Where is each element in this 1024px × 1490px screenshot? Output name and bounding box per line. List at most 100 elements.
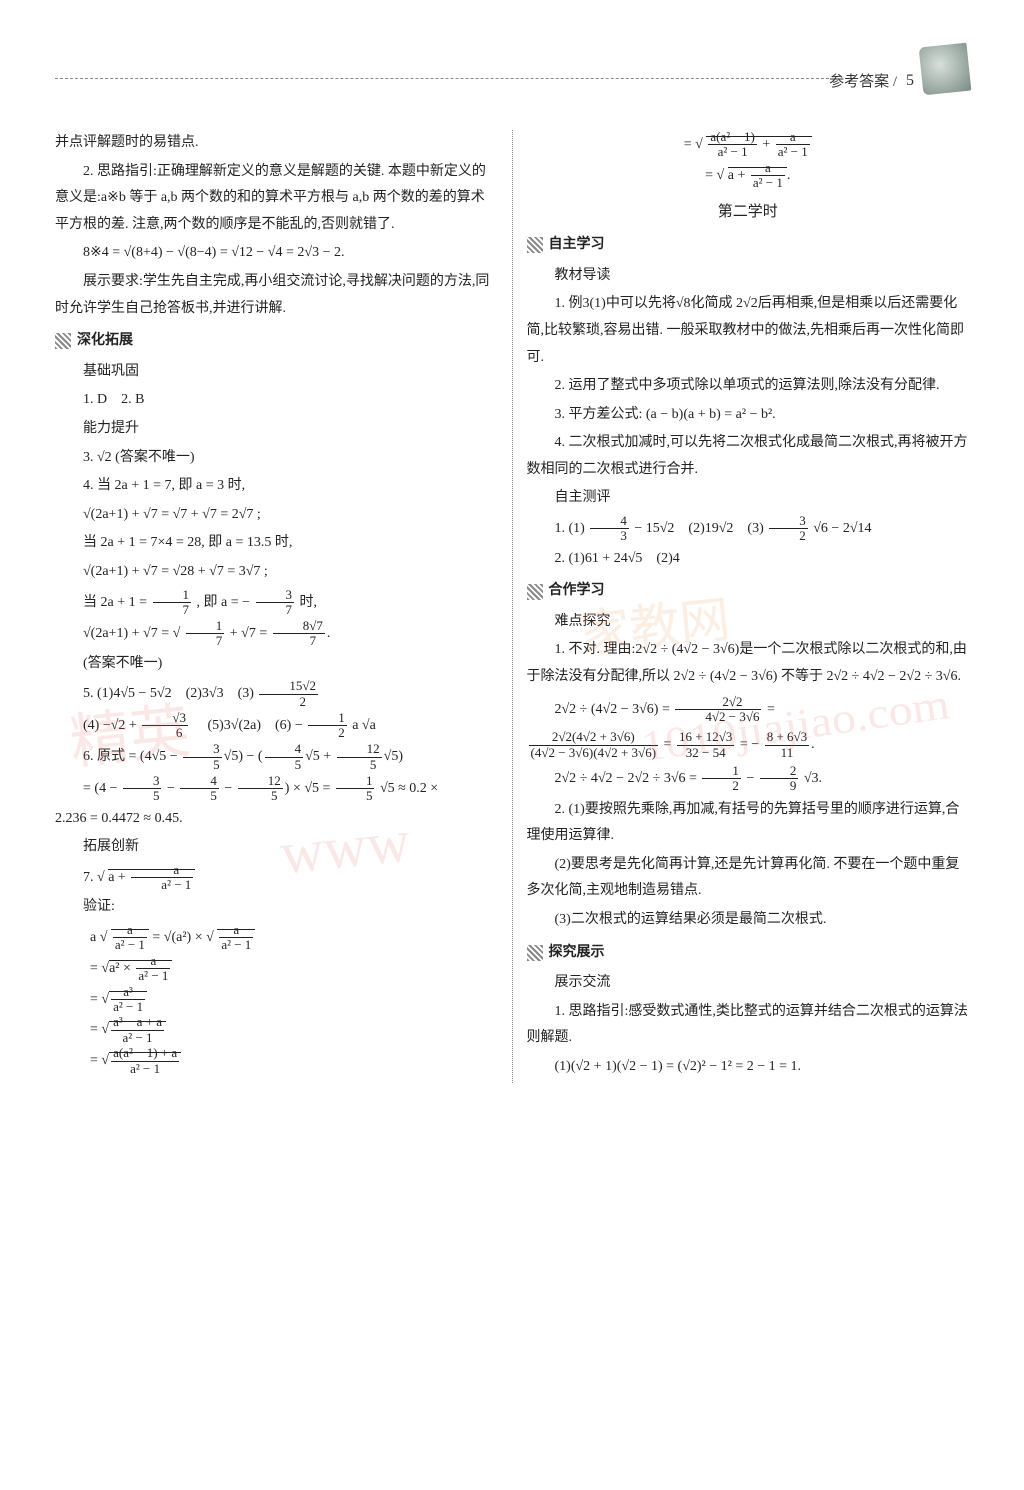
hatched-box-icon — [527, 945, 543, 961]
equation: √(2a+1) + √7 = √28 + √7 = 3√7 ; — [55, 559, 498, 586]
den: a² − 1 — [131, 878, 193, 892]
answer-line: 6. 原式 = (4√5 − 35√5) − (45√5 + 125√5) — [55, 742, 498, 772]
den: 5 — [238, 789, 283, 803]
num: 4 — [180, 774, 219, 789]
num: a(a² − 1) — [708, 130, 756, 145]
equation: 2√2 ÷ 4√2 − 2√2 ÷ 3√6 = 12 − 29 √3. — [527, 764, 970, 795]
body-text: 3. 平方差公式: (a − b)(a + b) = a² − b². — [527, 402, 970, 429]
section-header: 探究展示 — [527, 940, 970, 967]
den: 7 — [153, 603, 192, 617]
den: 32 − 54 — [677, 746, 734, 760]
den: 7 — [186, 634, 225, 648]
fraction: 8√77 — [273, 619, 325, 649]
den: 5 — [180, 789, 219, 803]
fraction: 17 — [153, 588, 192, 618]
text: = — [664, 737, 675, 752]
text: a √a — [352, 718, 376, 733]
fraction: 12 — [702, 764, 741, 794]
den: 3 — [590, 529, 629, 543]
fraction: aa² − 1 — [751, 161, 785, 191]
sub-header: 基础巩固 — [55, 359, 498, 386]
fraction: aa² − 1 — [776, 130, 810, 160]
body-text: 1. 例3(1)中可以先将√8化简成 2√2后再相乘,但是相乘以后还需要化简,比… — [527, 291, 970, 371]
body-text: 2. (1)要按照先乘除,再加减,有括号的先算括号里的顺序进行运算,合理使用运算… — [527, 797, 970, 850]
den: a² − 1 — [219, 938, 253, 952]
equation: 8※4 = √(8+4) − √(8−4) = √12 − √4 = 2√3 −… — [55, 240, 498, 267]
text: 2√2 ÷ 4√2 − 2√2 ÷ 3√6 = — [555, 771, 701, 786]
den: a² − 1 — [111, 1000, 145, 1014]
text: (4) −√2 + — [83, 718, 140, 733]
num: 1 — [702, 764, 741, 779]
equation: = √a² × aa² − 1 — [90, 954, 498, 985]
equation: 2√2 ÷ (4√2 − 3√6) = 2√24√2 − 3√6 = — [527, 693, 970, 727]
answer-line: (答案不唯一) — [55, 651, 498, 678]
corner-decoration-icon — [919, 43, 972, 96]
num: a — [219, 923, 253, 938]
text: × √5 = — [293, 781, 334, 796]
num: 8√7 — [273, 619, 325, 634]
fraction: a(a² − 1) + aa² − 1 — [111, 1046, 179, 1076]
equation: = √a³ − a + aa² − 1 — [90, 1015, 498, 1046]
num: 2√2(4√2 + 3√6) — [529, 730, 659, 745]
fraction: 2√2(4√2 + 3√6)(4√2 − 3√6)(4√2 + 3√6) — [529, 730, 659, 760]
body-text: 2. 运用了整式中多项式除以单项式的运算法则,除法没有分配律. — [527, 373, 970, 400]
num: a(a² − 1) + a — [111, 1046, 179, 1061]
fraction: 125 — [238, 774, 283, 804]
answer-line: 验证: — [55, 894, 498, 921]
body-text: 1. 思路指引:感受数式通性,类比整式的运算并结合二次根式的运算法则解题. — [527, 999, 970, 1052]
num: 12 — [238, 774, 283, 789]
text: = √ — [684, 137, 703, 152]
right-column: = √ a(a² − 1)a² − 1 + aa² − 1 = √ a + aa… — [513, 130, 970, 1083]
fraction: 12 — [308, 711, 347, 741]
answer-line: 3. √2 (答案不唯一) — [55, 445, 498, 472]
text: 6. 原式 = — [83, 749, 140, 764]
fraction: 29 — [760, 764, 799, 794]
answer-line: 当 2a + 1 = 17 , 即 a = − 37 时, — [55, 588, 498, 618]
text: 2√2 ÷ (4√2 − 3√6) = — [555, 702, 674, 717]
fraction: 15√22 — [259, 679, 318, 709]
den: a² − 1 — [136, 969, 170, 983]
equation: a √ aa² − 1 = √(a²) × √ aa² − 1 — [90, 923, 498, 954]
body-text: 4. 二次根式加减时,可以先将二次根式化成最简二次根式,再将被开方数相同的二次根… — [527, 430, 970, 483]
section-title: 深化拓展 — [77, 328, 133, 355]
left-column: 并点评解题时的易错点. 2. 思路指引:正确理解新定义的意义是解题的关键. 本题… — [55, 130, 512, 1083]
text: = − — [740, 737, 763, 752]
text: = √(a²) × √ — [152, 930, 213, 945]
fraction: aa² − 1 — [131, 863, 193, 893]
fraction: a(a² − 1)a² − 1 — [708, 130, 756, 160]
den: 2 — [702, 779, 741, 793]
derivation: a √ aa² − 1 = √(a²) × √ aa² − 1 = √a² × … — [90, 923, 498, 1077]
fraction: 43 — [590, 514, 629, 544]
fraction: 32 — [769, 514, 808, 544]
num: 15√2 — [259, 679, 318, 694]
body-text: 1. 不对. 理由:2√2 ÷ (4√2 − 3√6)是一个二次根式除以二次根式… — [527, 637, 970, 690]
den: 2 — [259, 695, 318, 709]
den: 6 — [142, 726, 188, 740]
body-text: 2. 思路指引:正确理解新定义的意义是解题的关键. 本题中新定义的意义是:a※b… — [55, 159, 498, 239]
den: 2 — [769, 529, 808, 543]
text: , 即 a = − — [197, 595, 254, 610]
num: 2 — [760, 764, 799, 779]
num: 3 — [256, 588, 295, 603]
equation: √(2a+1) + √7 = √ 17 + √7 = 8√77. — [55, 619, 498, 649]
section-header: 合作学习 — [527, 578, 970, 605]
fraction: 16 + 12√332 − 54 — [677, 730, 734, 760]
den: (4√2 − 3√6)(4√2 + 3√6) — [529, 746, 659, 760]
num: a — [131, 863, 193, 878]
text: √3. — [804, 771, 822, 786]
num: a — [751, 161, 785, 176]
lesson-title: 第二学时 — [527, 198, 970, 227]
answer-line: 2. (1)61 + 24√5 (2)4 — [527, 546, 970, 573]
num: 4 — [265, 742, 304, 757]
fraction: aa² − 1 — [219, 923, 253, 953]
header-page-number: 5 — [906, 66, 914, 96]
den: 5 — [337, 758, 382, 772]
num: 12 — [337, 742, 382, 757]
fraction: 2√24√2 − 3√6 — [675, 695, 761, 725]
text: + √7 = — [230, 626, 271, 641]
fraction: a³a² − 1 — [111, 985, 145, 1015]
answer-line: 7. √ a + aa² − 1 — [55, 863, 498, 893]
sub-header: 能力提升 — [55, 416, 498, 443]
fraction: aa² − 1 — [113, 923, 147, 953]
equation: (1)(√2 + 1)(√2 − 1) = (√2)² − 1² = 2 − 1… — [527, 1054, 970, 1081]
